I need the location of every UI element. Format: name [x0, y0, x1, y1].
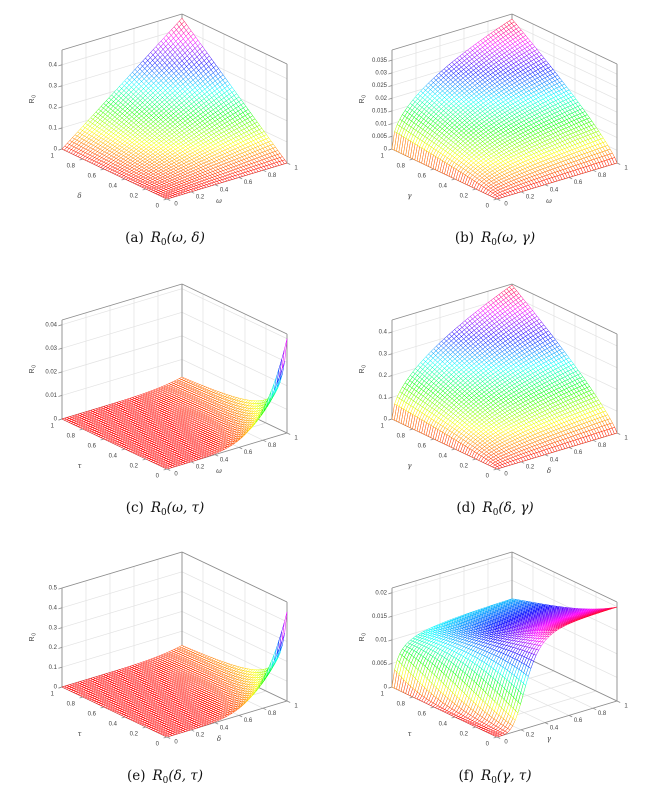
plot-caption-f: (f) R0(γ, τ) — [458, 768, 531, 786]
caption-subscript: 0 — [491, 776, 497, 786]
plot-caption-d: (d) R0(δ, γ) — [456, 500, 533, 518]
caption-subscript: 0 — [162, 776, 169, 786]
caption-index: (c) — [125, 500, 144, 516]
caption-index: (a) — [125, 230, 144, 246]
surface-canvas-b — [330, 5, 660, 227]
caption-arguments: (γ, τ) — [496, 768, 532, 784]
caption-function-name: R — [481, 768, 492, 784]
surface-canvas-d — [330, 275, 660, 497]
surface-canvas-f — [330, 543, 660, 765]
caption-function-name: R — [152, 768, 163, 784]
plot-caption-b: (b) R0(ω, γ) — [455, 230, 535, 248]
caption-arguments: (ω, δ) — [166, 230, 205, 246]
surface-canvas-e — [0, 543, 330, 765]
caption-function-name: R — [150, 500, 161, 516]
plot-caption-c: (c) R0(ω, τ) — [126, 500, 205, 518]
surface-plot-f: (f) R0(γ, τ) — [330, 530, 660, 787]
caption-subscript: 0 — [491, 238, 497, 248]
caption-index: (f) — [458, 768, 475, 784]
surface-plot-b: (b) R0(ω, γ) — [330, 0, 660, 262]
caption-subscript: 0 — [492, 508, 499, 518]
surface-plot-c: (c) R0(ω, τ) — [0, 262, 330, 530]
surface-canvas-a — [0, 5, 330, 227]
caption-index: (d) — [456, 500, 476, 516]
caption-subscript: 0 — [160, 238, 167, 248]
surface-canvas-c — [0, 275, 330, 497]
caption-index: (b) — [454, 230, 475, 246]
caption-arguments: (ω, τ) — [166, 500, 205, 516]
caption-function-name: R — [481, 230, 492, 246]
surface-plot-e: (e) R0(δ, τ) — [0, 530, 330, 787]
caption-arguments: (δ, τ) — [168, 768, 204, 784]
plot-caption-a: (a) R0(ω, δ) — [125, 230, 205, 248]
caption-index: (e) — [126, 768, 146, 784]
caption-function-name: R — [482, 500, 493, 516]
surface-plot-a: (a) R0(ω, δ) — [0, 0, 330, 262]
caption-subscript: 0 — [161, 508, 167, 518]
caption-function-name: R — [150, 230, 161, 246]
caption-arguments: (ω, γ) — [496, 230, 536, 246]
surface-plot-d: (d) R0(δ, γ) — [330, 262, 660, 530]
caption-arguments: (δ, γ) — [498, 500, 534, 516]
plot-caption-e: (e) R0(δ, τ) — [127, 768, 203, 786]
